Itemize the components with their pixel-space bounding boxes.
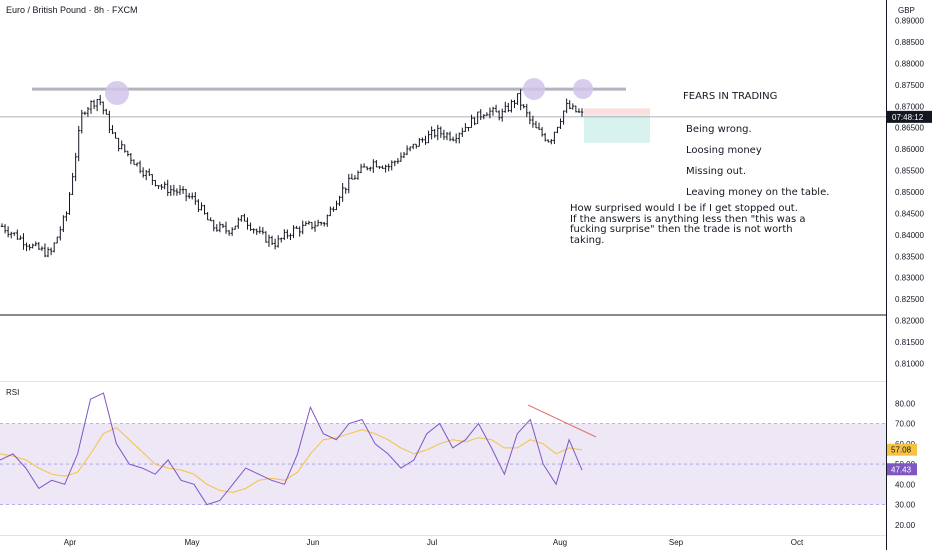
countdown-label: 07:48:12 <box>892 113 924 122</box>
price-tick-label: 0.89000 <box>895 17 924 26</box>
price-tick-label: 0.87500 <box>895 81 924 90</box>
price-tick-label: 0.84500 <box>895 209 924 218</box>
rsi-lines <box>0 392 583 506</box>
price-tick-label: 0.83000 <box>895 274 924 283</box>
price-tick-label: 0.84000 <box>895 231 924 240</box>
rsi-tick-label: 40.00 <box>895 480 916 489</box>
price-axis[interactable]: 0.89000 0.88500 0.88000 0.87500 0.87000 0.865… <box>895 17 924 369</box>
highlight-circle <box>573 79 593 99</box>
rsi-value-badge <box>887 463 917 476</box>
divergence-trendline <box>527 404 597 438</box>
rsi-tick-label: 80.00 <box>895 399 916 408</box>
rsi-tick-label: 20.00 <box>895 521 916 530</box>
price-tick-label: 0.85000 <box>895 188 924 197</box>
rsi-ma-badge <box>887 443 917 456</box>
rsi-line <box>0 392 583 506</box>
price-tick-label: 0.88500 <box>895 38 924 47</box>
rsi-tick-label: 70.00 <box>895 420 916 429</box>
chart-title: Euro / British Pound · 8h · FXCM <box>6 5 138 15</box>
price-tick-label: 0.87000 <box>895 102 924 111</box>
time-tick-label: Aug <box>553 538 567 547</box>
rsi-value: 47.43 <box>891 465 912 474</box>
time-tick-label: Jul <box>427 538 437 547</box>
position-zones <box>0 108 886 143</box>
time-axis[interactable]: Apr May Jun Jul Aug Sep Oct <box>64 538 804 547</box>
rsi-ma-value: 57.08 <box>891 446 912 455</box>
time-tick-label: Sep <box>669 538 684 547</box>
fears-item: Missing out. <box>686 165 747 177</box>
target-zone <box>584 114 650 143</box>
price-tick-label: 0.81000 <box>895 359 924 368</box>
highlight-circles <box>105 78 593 105</box>
fears-heading[interactable]: FEARS IN TRADING <box>683 91 778 102</box>
surprise-note[interactable]: How surprised would I be if I get stoppe… <box>570 203 806 246</box>
rsi-background-band <box>0 423 886 506</box>
time-tick-label: Oct <box>791 538 804 547</box>
price-tick-label: 0.88000 <box>895 59 924 68</box>
time-tick-label: Apr <box>64 538 77 547</box>
axis-badges: 07:48:12 57.08 47.43 <box>887 110 932 476</box>
fears-list[interactable]: Being wrong. Loosing money Missing out. … <box>686 114 829 209</box>
price-tick-label: 0.81500 <box>895 338 924 347</box>
highlight-circle <box>105 81 129 105</box>
price-tick-label: 0.82500 <box>895 295 924 304</box>
pane-separators <box>0 0 887 550</box>
price-tick-label: 0.85500 <box>895 167 924 176</box>
fears-item: Leaving money on the table. <box>686 186 830 198</box>
fears-item: Loosing money <box>686 144 762 156</box>
divergence-line[interactable] <box>527 404 597 438</box>
price-tick-label: 0.83500 <box>895 252 924 261</box>
price-tick-label: 0.86500 <box>895 124 924 133</box>
price-bars <box>0 89 584 258</box>
stop-zone <box>584 108 650 115</box>
rsi-pane-label[interactable]: RSI <box>6 388 20 397</box>
currency-label: GBP <box>898 6 915 15</box>
fears-item: Being wrong. <box>686 123 752 135</box>
time-tick-label: Jun <box>307 538 320 547</box>
countdown-badge <box>887 110 932 123</box>
highlight-circle <box>523 78 545 100</box>
time-tick-label: May <box>184 538 199 547</box>
rsi-tick-label: 30.00 <box>895 501 916 510</box>
rsi-ma-line <box>0 427 583 493</box>
price-tick-label: 0.82000 <box>895 317 924 326</box>
price-tick-label: 0.86000 <box>895 145 924 154</box>
